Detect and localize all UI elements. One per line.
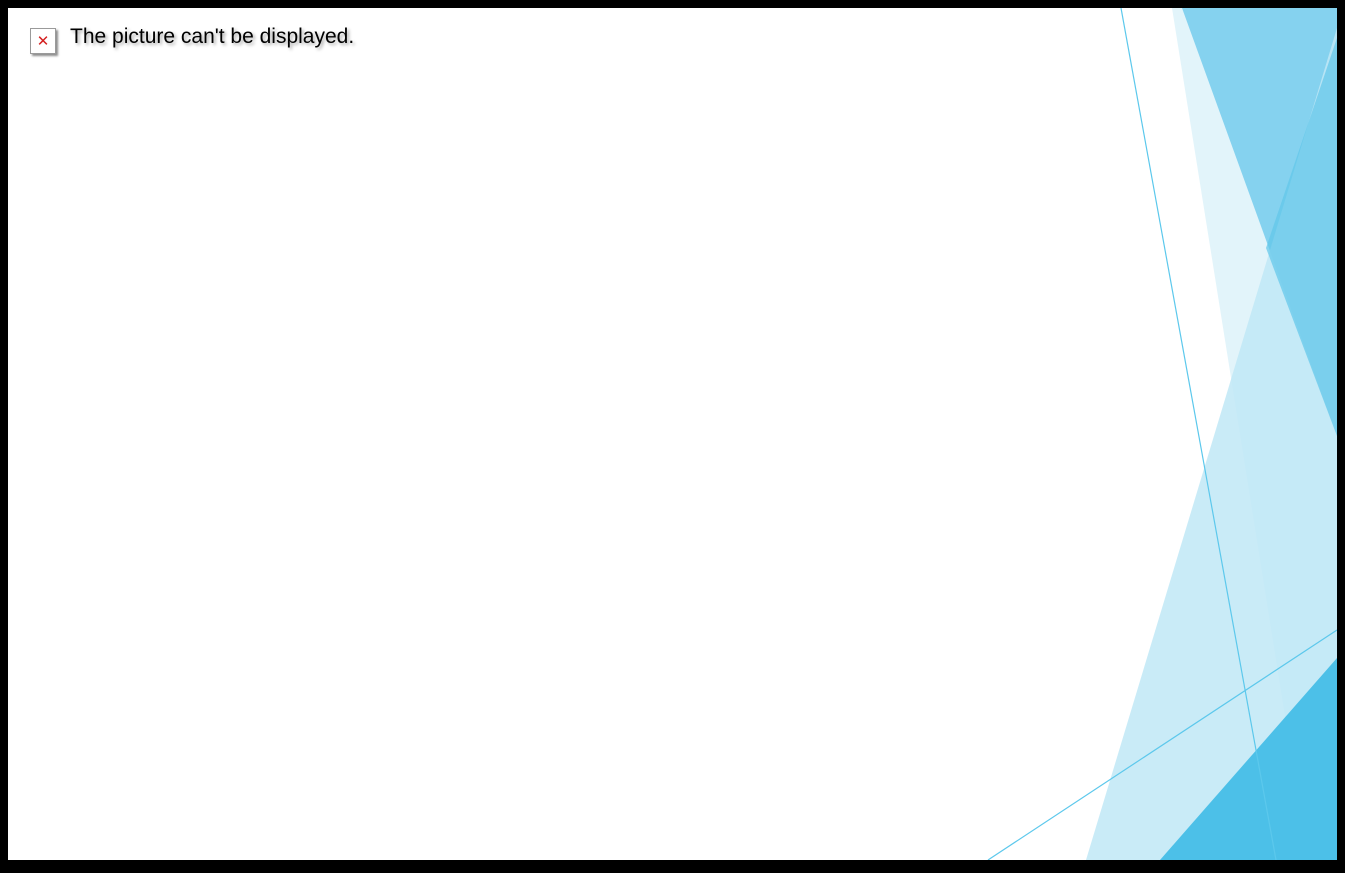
broken-image-message: The picture can't be displayed.: [70, 25, 355, 48]
accent-line-diagonal: [987, 629, 1337, 860]
broken-image-placeholder: ✕ The picture can't be displayed.: [30, 26, 354, 54]
slide-canvas: ✕ The picture can't be displayed.: [8, 8, 1337, 860]
broken-image-icon: ✕: [30, 28, 56, 54]
accent-triangle-mid: [1266, 38, 1337, 436]
accent-triangle-dark: [1160, 658, 1337, 860]
decorative-accent-shapes: [987, 8, 1337, 860]
accent-line-vertical: [1120, 8, 1277, 860]
